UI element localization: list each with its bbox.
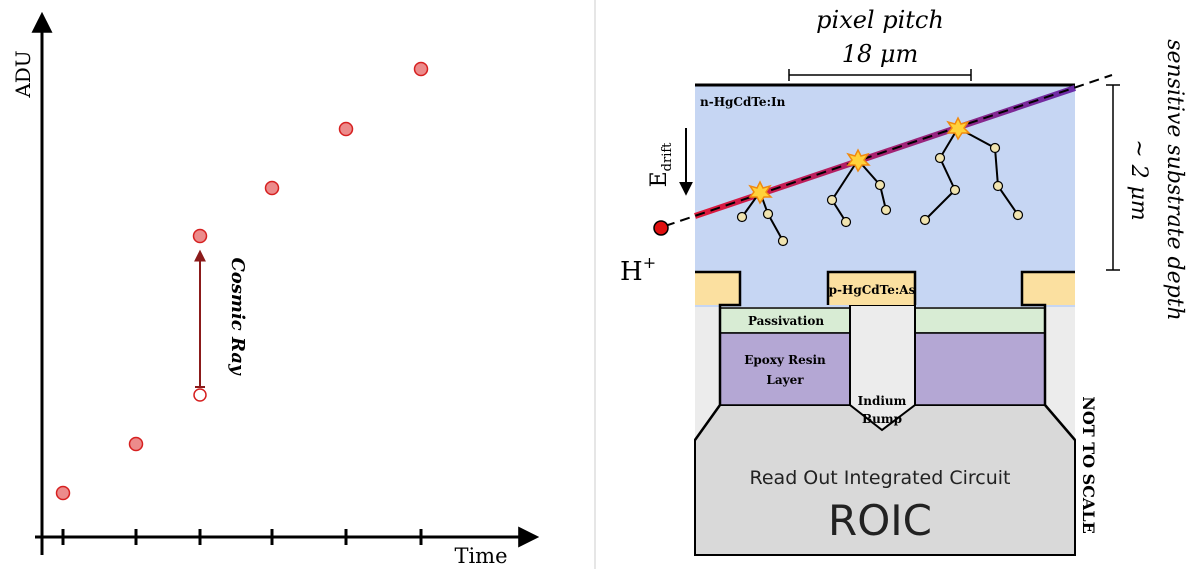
left-panel: Cosmic Ray ADU Time xyxy=(11,16,535,568)
bump-label: Bump xyxy=(862,412,902,426)
implant xyxy=(1022,272,1075,305)
pitch-value: 18 μm xyxy=(842,40,919,68)
e-symbol: E xyxy=(647,171,672,187)
e-field-label: Edrift xyxy=(647,142,675,188)
roic-name: ROIC xyxy=(828,496,932,545)
epoxy xyxy=(720,333,850,405)
hollow-point xyxy=(194,389,206,401)
depth-label: sensitive substrate depth xyxy=(1162,39,1187,320)
h-symbol: H xyxy=(620,257,643,287)
particle-label: H+ xyxy=(620,253,656,287)
y-label: ADU xyxy=(11,50,35,98)
epoxy-label: Epoxy Resin xyxy=(744,353,826,367)
passivation xyxy=(915,308,1045,333)
h-superscript: + xyxy=(643,253,656,272)
epoxy xyxy=(915,333,1045,405)
depth-bar xyxy=(1106,85,1120,270)
implant xyxy=(695,272,740,305)
proton xyxy=(654,221,668,235)
roic-label: Read Out Integrated Circuit xyxy=(750,467,1011,489)
epoxy-label: Layer xyxy=(766,373,804,387)
x-label: Time xyxy=(454,544,507,568)
pitch-label: pixel pitch xyxy=(816,6,944,34)
annotation: Cosmic Ray xyxy=(227,257,248,376)
bump-label: Indium xyxy=(858,394,907,408)
pitch-bar xyxy=(789,69,971,81)
scale-note: NOT TO SCALE xyxy=(1079,396,1098,534)
figure: Cosmic Ray ADU Time Edrift H+ pixel pitc… xyxy=(0,0,1191,569)
right-panel: Edrift H+ pixel pitch 18 μm sensitive su… xyxy=(620,6,1187,555)
implant-label: p-HgCdTe:As xyxy=(829,283,916,297)
absorber-label: n-HgCdTe:In xyxy=(700,95,786,109)
depth-value: ~ 2 μm xyxy=(1126,139,1151,221)
passivation-label: Passivation xyxy=(748,314,824,328)
e-subscript: drift xyxy=(660,142,675,172)
